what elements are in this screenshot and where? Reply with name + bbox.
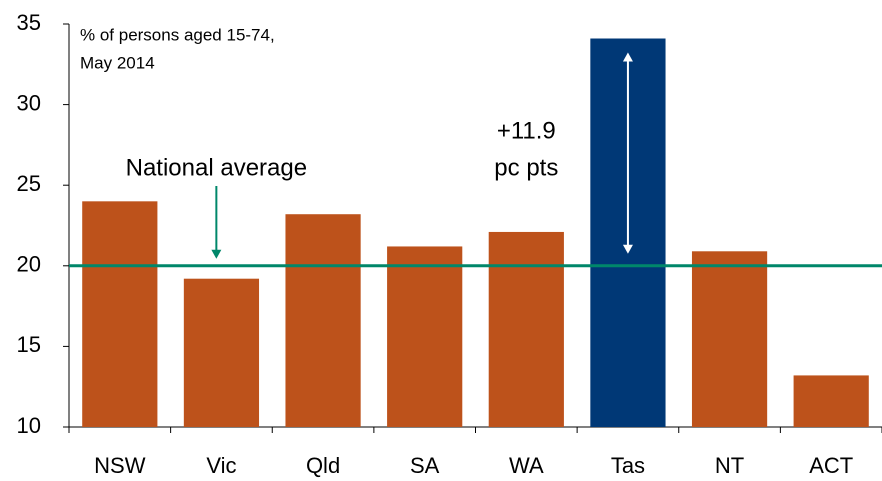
bar [387, 246, 463, 427]
y-tick-label: 30 [17, 90, 41, 115]
x-tick-label: NSW [94, 453, 146, 478]
bar [793, 375, 869, 427]
y-tick-label: 15 [17, 332, 41, 357]
chart-title: May 2014 [80, 53, 155, 72]
x-tick-label: Qld [306, 453, 340, 478]
x-tick-label: SA [410, 453, 440, 478]
annotation: +11.9 [497, 117, 556, 144]
x-tick-label: ACT [809, 453, 853, 478]
x-tick-label: Tas [611, 453, 645, 478]
x-tick-label: NT [715, 453, 744, 478]
bar [691, 251, 768, 427]
bar [183, 278, 260, 427]
arrow-head [622, 244, 633, 254]
bar [488, 231, 564, 427]
y-tick-label: 20 [17, 252, 41, 277]
x-tick-label: Vic [206, 453, 236, 478]
y-tick-label: 10 [17, 413, 41, 438]
x-tick-label: WA [509, 453, 544, 478]
y-tick-label: 35 [17, 10, 41, 35]
reference-label: National average [126, 154, 307, 181]
bar [285, 214, 361, 427]
arrow-head [622, 52, 633, 62]
chart-title: % of persons aged 15-74, [80, 25, 275, 44]
annotation: pc pts [494, 154, 558, 181]
y-tick-label: 25 [17, 171, 41, 196]
bar [82, 201, 158, 427]
reference-pointer-head [211, 249, 222, 259]
